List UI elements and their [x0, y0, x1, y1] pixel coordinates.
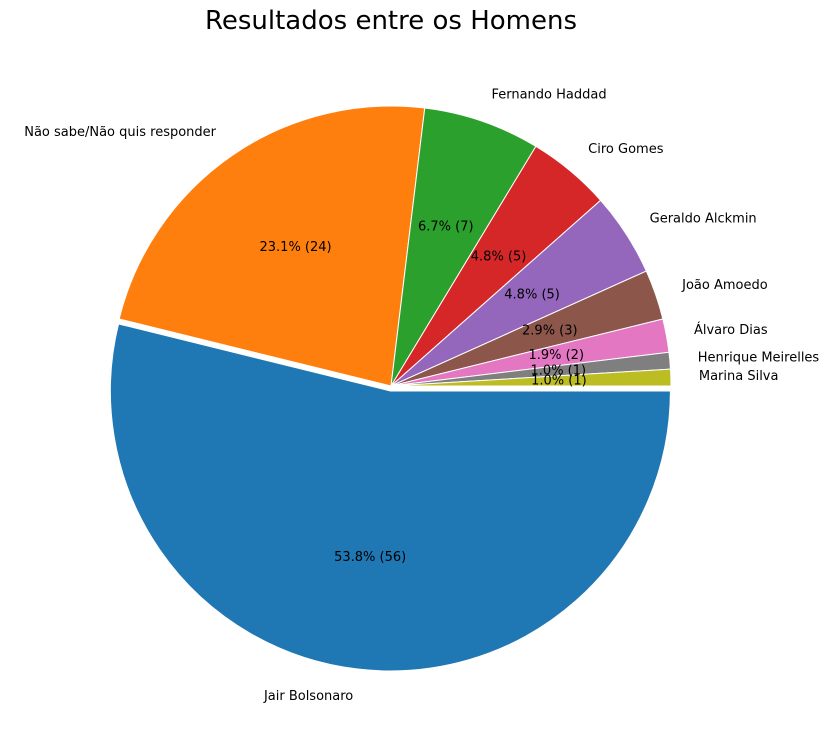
slice-percent-marina-silva: 1.0% (1): [531, 373, 587, 388]
pie-slice-nao-sabe-nao-quis-responder: [118, 105, 426, 387]
slice-percent-joao-amoedo: 2.9% (3): [522, 324, 578, 339]
slice-percent-nao-sabe-nao-quis-responder: 23.1% (24): [260, 240, 332, 255]
slice-percent-alvaro-dias: 1.9% (2): [528, 348, 584, 363]
slice-percent-geraldo-alckmin: 4.8% (5): [504, 287, 560, 302]
slice-percent-jair-bolsonaro: 53.8% (56): [334, 550, 406, 565]
slice-label-joao-amoedo: João Amoedo: [681, 278, 768, 293]
chart-title: Resultados entre os Homens: [204, 6, 578, 36]
slice-percent-henrique-meirelles: 1.0% (1): [531, 363, 587, 378]
pie-slice-fernando-haddad: [390, 107, 537, 387]
slice-percent-ciro-gomes: 4.8% (5): [471, 249, 527, 264]
slice-label-jair-bolsonaro: Jair Bolsonaro: [263, 689, 353, 704]
slice-label-fernando-haddad: Fernando Haddad: [491, 87, 606, 102]
slice-label-marina-silva: Marina Silva: [699, 369, 779, 384]
slice-label-alvaro-dias: Álvaro Dias: [694, 322, 768, 338]
slice-label-henrique-meirelles: Henrique Meirelles: [698, 351, 820, 366]
pie-slice-jair-bolsonaro: [109, 323, 671, 672]
slice-label-geraldo-alckmin: Geraldo Alckmin: [650, 211, 757, 226]
slice-percent-fernando-haddad: 6.7% (7): [418, 220, 474, 235]
slice-label-nao-sabe-nao-quis-responder: Não sabe/Não quis responder: [24, 125, 216, 140]
pie-slice-marina-silva: [390, 368, 672, 387]
slice-label-ciro-gomes: Ciro Gomes: [588, 142, 664, 157]
